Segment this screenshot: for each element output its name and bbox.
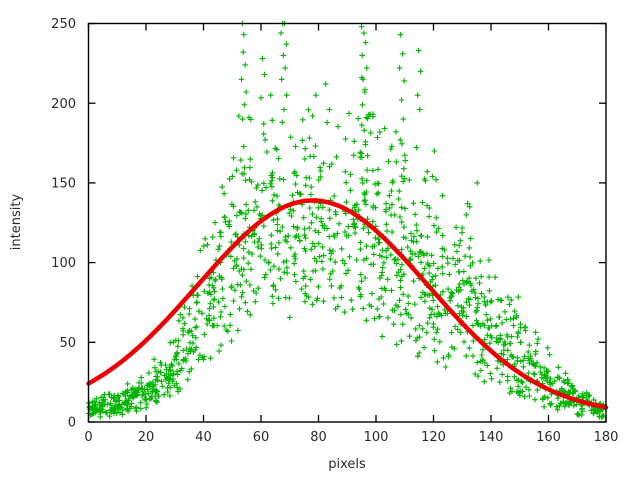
y-tick-label: 50 [59, 336, 76, 351]
x-tick-label: 140 [479, 430, 504, 445]
x-tick-label: 20 [138, 430, 155, 445]
x-tick-label: 40 [195, 430, 212, 445]
scatter-series-measured-intensity-scatter [86, 20, 607, 420]
plot-border [87, 22, 607, 423]
y-tick-label: 250 [51, 17, 76, 32]
x-tick-label: 80 [310, 430, 327, 445]
x-tick-label: 180 [594, 430, 619, 445]
x-tick-label: 0 [84, 430, 92, 445]
y-tick-label: 150 [51, 176, 76, 191]
x-tick-label: 120 [421, 430, 446, 445]
x-tick-label: 60 [253, 430, 270, 445]
y-axis-label: intensity [9, 194, 24, 251]
x-axis-label: pixels [328, 457, 366, 472]
x-tick-label: 100 [364, 430, 389, 445]
plot-generated-content: 0 20 40 60 80 100 120 140 160 180 0 50 100 150 200 250 [51, 17, 618, 445]
x-tick-label: 160 [536, 430, 561, 445]
y-tick-label: 200 [51, 97, 76, 112]
y-tick-label: 0 [68, 416, 76, 431]
y-tick-label: 100 [51, 256, 76, 271]
fit-curve-gaussian-fit-curve [86, 198, 609, 410]
